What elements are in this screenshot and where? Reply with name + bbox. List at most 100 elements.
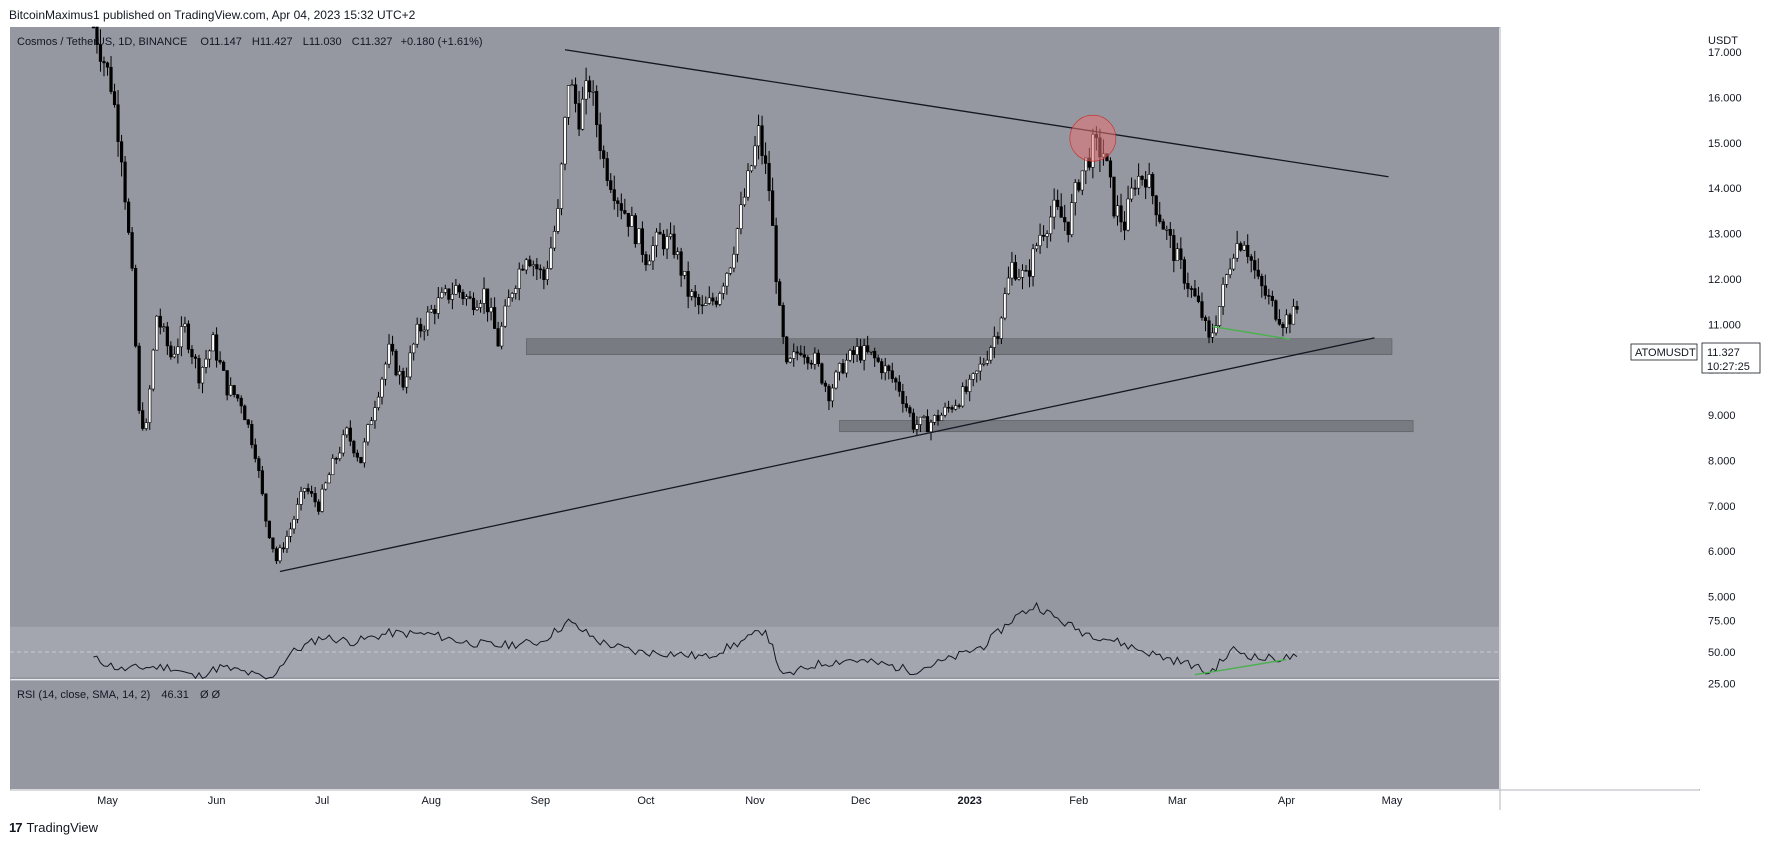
time-tick-label: Dec <box>851 795 871 807</box>
candle-down <box>1144 179 1148 188</box>
candle-down <box>102 61 106 64</box>
candle-down <box>964 386 968 392</box>
candle-down <box>267 520 271 539</box>
price-divergence-line <box>1212 325 1291 340</box>
candle-up <box>580 98 585 130</box>
price-tick-label: 8.000 <box>1708 455 1736 467</box>
candle-down <box>785 336 789 363</box>
candle-down <box>401 370 405 388</box>
candle-up <box>647 260 652 266</box>
candle-down <box>1063 217 1067 223</box>
candle-down <box>640 228 645 255</box>
candle-down <box>165 326 169 347</box>
time-tick-label: May <box>1382 795 1403 807</box>
candle-down <box>1154 195 1158 216</box>
candle-down <box>763 155 768 164</box>
time-tick-label: Apr <box>1278 795 1295 807</box>
candle-up <box>503 305 507 327</box>
candle-down <box>904 403 908 408</box>
currency-label: USDT <box>1708 35 1738 47</box>
high-value: 11.427 <box>260 36 293 48</box>
candle-up <box>1284 314 1289 328</box>
candle-down <box>605 158 609 181</box>
candle-down <box>1207 320 1211 338</box>
candle-up <box>345 427 349 436</box>
candle-down <box>711 297 715 302</box>
candle-down <box>98 44 103 62</box>
candle-down <box>218 359 222 363</box>
candle-down <box>193 356 198 359</box>
candle-up <box>507 297 511 307</box>
time-tick-label: Aug <box>421 795 441 807</box>
candle-up <box>387 343 391 365</box>
candle-up <box>1006 277 1011 295</box>
candle-down <box>1077 182 1081 191</box>
candle-down <box>105 62 110 68</box>
candle-up <box>144 422 148 429</box>
candle-down <box>243 405 247 421</box>
candle-up <box>1147 174 1151 188</box>
chart-canvas[interactable]: 5.0006.0007.0008.0009.00010.00011.00012.… <box>0 0 1777 812</box>
candle-up <box>591 91 595 93</box>
candle-up <box>331 458 335 476</box>
open-label: O <box>200 36 209 48</box>
time-tick-label: Oct <box>637 795 654 807</box>
candle-down <box>806 356 810 364</box>
candle-down <box>461 291 465 300</box>
candle-up <box>954 405 958 410</box>
candle-down <box>816 352 820 364</box>
candle-up <box>651 245 655 262</box>
candle-up <box>464 296 469 300</box>
candle-down <box>1277 319 1281 325</box>
candle-up <box>285 536 289 549</box>
time-tick-label: Jun <box>208 795 226 807</box>
candle-down <box>1256 269 1260 277</box>
candle-down <box>851 350 856 355</box>
candle-up <box>1126 198 1130 231</box>
candle-up <box>676 251 680 255</box>
candle-up <box>1020 269 1025 278</box>
candle-up <box>834 371 838 389</box>
candle-down <box>355 452 359 458</box>
low-label: L <box>303 36 309 48</box>
candle-up <box>549 247 553 269</box>
price-tick-label: 17.000 <box>1708 47 1742 59</box>
candle-up <box>1165 228 1169 231</box>
candle-up <box>373 407 377 421</box>
candle-down <box>859 346 863 361</box>
candle-up <box>718 293 722 305</box>
candle-down <box>1182 259 1186 284</box>
candle-down <box>595 91 599 126</box>
candle-up <box>792 351 796 359</box>
rsi-tick-label: 50.00 <box>1708 647 1736 659</box>
candle-up <box>844 359 849 374</box>
price-tick-label: 7.000 <box>1708 501 1736 513</box>
candle-down <box>781 305 785 338</box>
candle-down <box>1270 295 1274 301</box>
candle-up <box>552 231 557 249</box>
candle-up <box>299 491 303 505</box>
candle-up <box>517 268 521 289</box>
candle-up <box>830 387 835 402</box>
candle-up <box>630 215 634 227</box>
candle-up <box>450 293 454 300</box>
candle-down <box>697 297 701 306</box>
support-zone-upper <box>526 338 1393 355</box>
candle-up <box>341 434 345 454</box>
candle-up <box>968 378 972 392</box>
rsi-legend-extra: Ø Ø <box>200 689 221 701</box>
upper-trendline <box>564 49 1389 178</box>
candle-down <box>894 378 898 383</box>
candle-down <box>996 336 1000 339</box>
candle-up <box>148 388 152 423</box>
candle-down <box>158 315 162 328</box>
candle-down <box>598 124 602 151</box>
candle-down <box>313 493 317 503</box>
candle-up <box>1175 248 1179 261</box>
candle-up <box>278 547 282 562</box>
candle-down <box>623 210 627 214</box>
candle-down <box>274 548 279 562</box>
candle-down <box>950 407 954 410</box>
candle-up <box>978 363 982 372</box>
candle-down <box>1024 269 1028 272</box>
